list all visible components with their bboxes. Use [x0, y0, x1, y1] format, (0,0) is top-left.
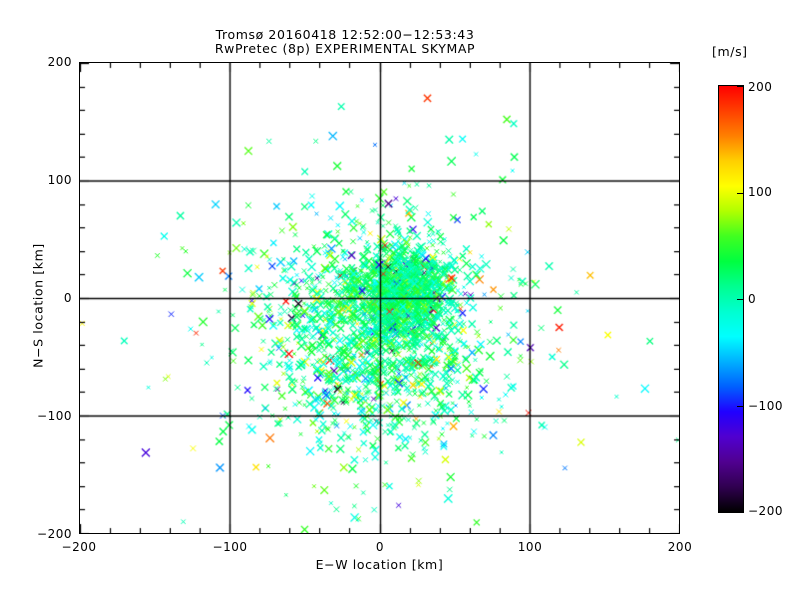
colorbar	[718, 85, 744, 513]
title-line-2: RwPretec (8p) EXPERIMENTAL SKYMAP	[214, 41, 476, 56]
colorbar-tick-mark-0	[737, 86, 744, 87]
colorbar-tick-mark-4	[737, 512, 744, 513]
colorbar-units-label: [m/s]	[712, 44, 748, 59]
xtick-label-2: 0	[375, 540, 385, 554]
x-axis-label: E−W location [km]	[315, 557, 444, 572]
xtick-label-1: −100	[212, 540, 248, 554]
xtick-label-4: 200	[667, 540, 693, 554]
ytick-label-3: −100	[37, 409, 72, 423]
xtick-label-0: −200	[61, 540, 97, 554]
title-line-1: Tromsø 20160418 12:52:00−12:53:43	[215, 27, 475, 42]
plot-area	[79, 62, 680, 534]
ytick-label-0: 200	[47, 55, 72, 69]
colorbar-tick-2: 0	[748, 292, 757, 306]
figure-title: Tromsø 20160418 12:52:00−12:53:43 RwPret…	[0, 28, 690, 56]
y-axis-label: N−S location [km]	[30, 243, 46, 368]
colorbar-tick-0: 200	[748, 80, 773, 94]
colorbar-tick-3: −100	[748, 399, 783, 413]
ytick-label-1: 100	[47, 173, 72, 187]
colorbar-tick-mark-3	[737, 405, 744, 407]
xtick-label-3: 100	[517, 540, 543, 554]
colorbar-tick-4: −200	[748, 504, 783, 518]
ytick-label-2: 0	[63, 291, 72, 305]
colorbar-tick-1: 100	[748, 185, 773, 199]
scatter-canvas	[80, 63, 679, 533]
colorbar-tick-mark-1	[737, 192, 744, 194]
ytick-label-4: −200	[37, 527, 72, 541]
colorbar-tick-mark-2	[737, 299, 744, 300]
